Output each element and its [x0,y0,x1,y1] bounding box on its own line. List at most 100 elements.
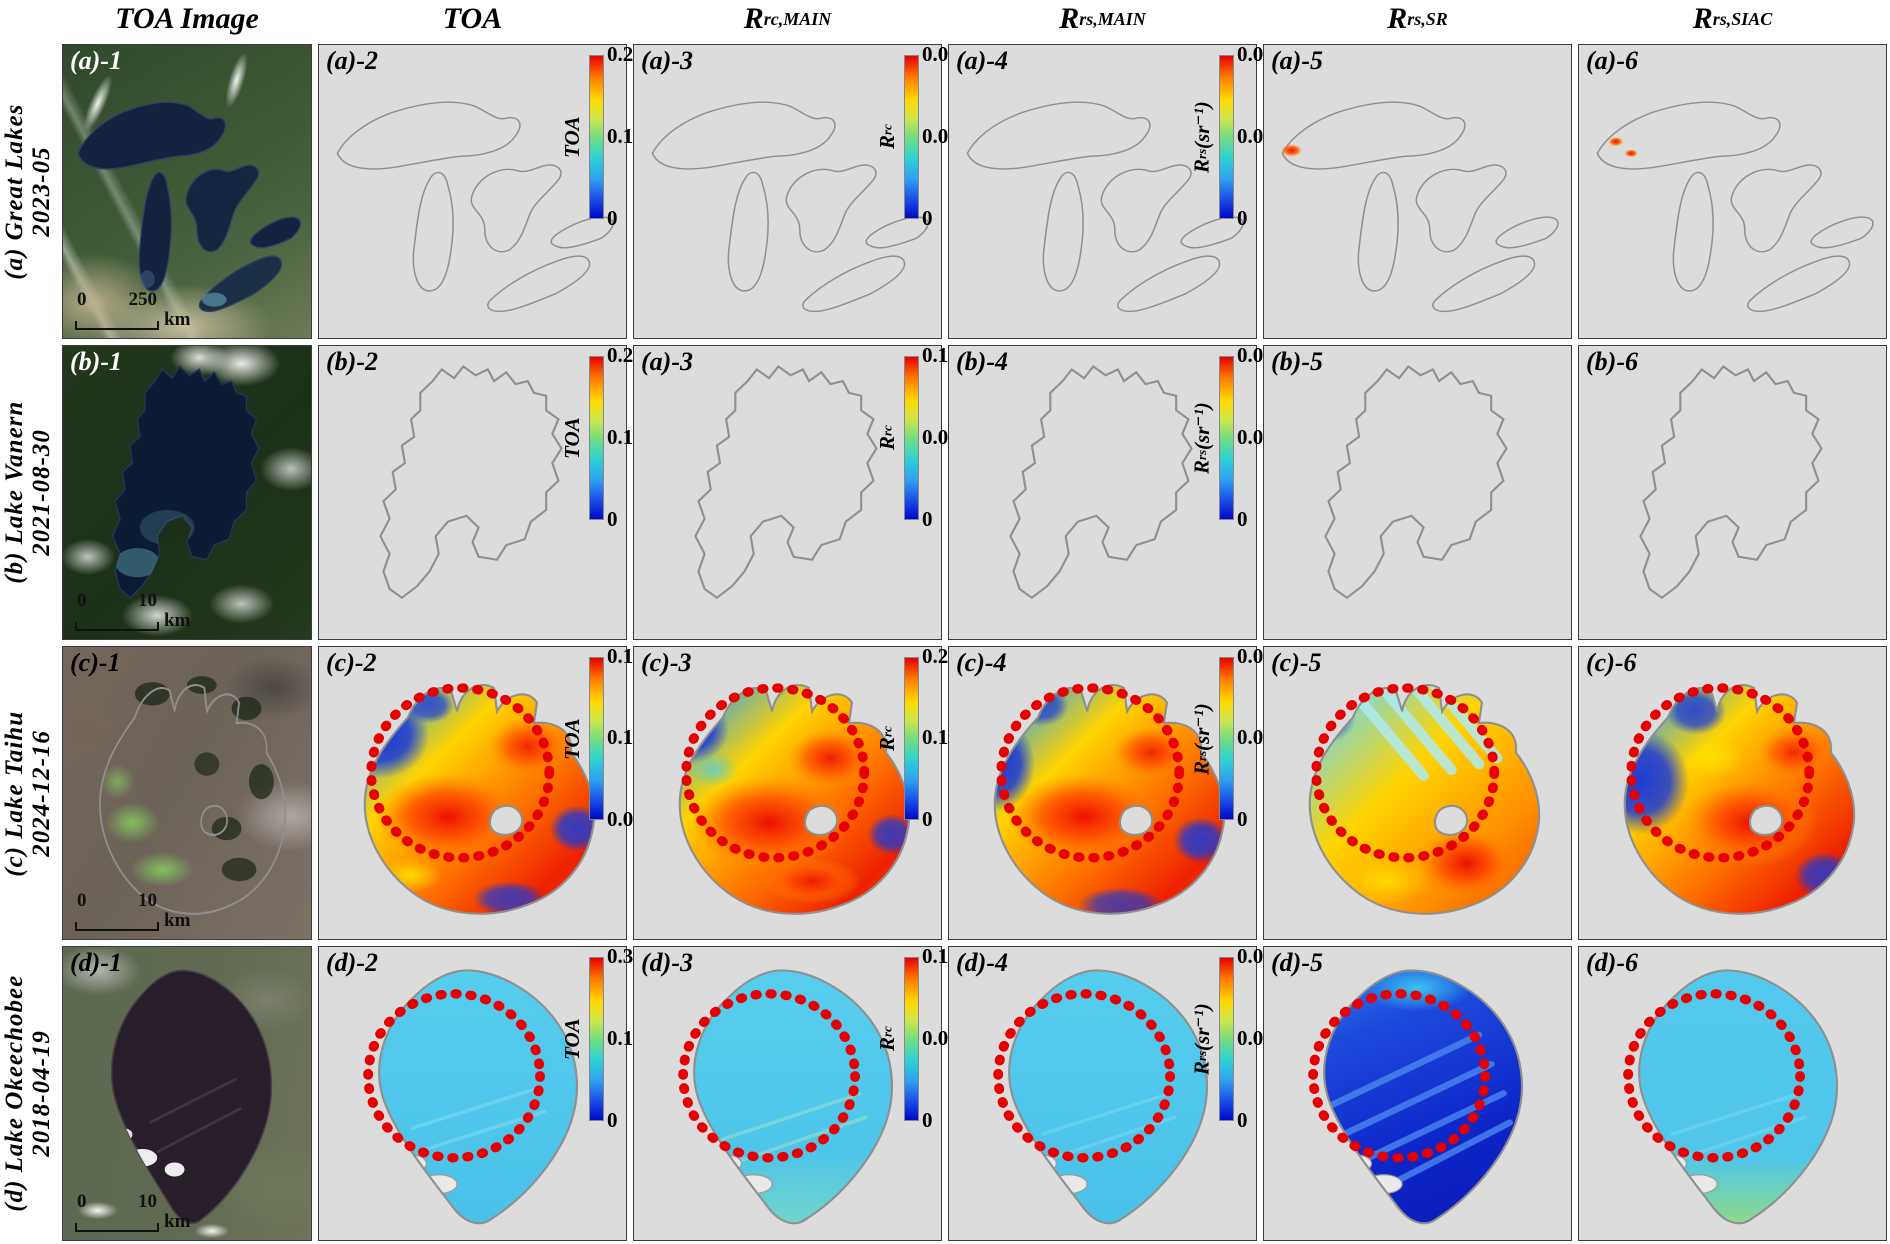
colorbar-axis-label: TOA [560,416,584,459]
colorbar-gradient [904,55,919,219]
panel-tag: (a)-3 [641,346,693,376]
panel-tag: (b)-5 [1271,346,1323,376]
colorbar-tick-min: 0 [922,1108,933,1133]
colorbar-gradient [1219,656,1234,821]
lake-map-vanern [1638,364,1824,600]
panel-a-6: (a)-6 [1578,44,1887,339]
panel-a-2: (a)-2 TOA 0.20 0.10 0 [318,42,644,339]
panel-tag: (d)-5 [1271,948,1323,978]
annotation-circle [1623,989,1805,1163]
colorbar-tick-min: 0 [607,506,618,531]
panel-b-1: (b)-1 0 10 km [62,344,312,640]
satellite-image-lake-taihu [98,675,287,915]
scale-bar: 0 10 km [75,890,191,932]
row-label-c: (c) Lake Taihu 2024-12-16 [1,709,55,876]
scale-bar-line [75,922,159,932]
panel-tag: (a)-5 [1271,46,1323,75]
annotation-circle [1626,682,1815,862]
panel-b-6: (b)-6 [1578,344,1887,640]
colorbar-gradient [589,957,604,1122]
panel-tag: (d)-3 [641,948,693,978]
satellite-image-lake-vanern [111,364,261,599]
panel-tag: (c)-4 [956,647,1007,677]
panel-a-5: (a)-5 [1263,44,1572,339]
lake-map-okeechobee [678,969,894,1226]
lake-map-taihu [678,682,911,915]
satellite-image-great-lakes [76,52,302,313]
lake-map-okeechobee [1623,969,1839,1226]
panel-tag: (c)-3 [641,647,692,677]
annotation-circle [363,989,545,1163]
colorbar-tick-min: 0 [1237,1108,1248,1133]
colorbar-gradient [1219,55,1234,219]
panel-d-5: (d)-5 [1263,946,1572,1241]
panel-tag: (c)-1 [70,647,121,677]
colorbar-gradient [1219,355,1234,520]
panel-tag: (b)-4 [956,346,1008,376]
colorbar-gradient [589,656,604,821]
colorbar-tick-min: 0 [922,506,933,531]
panel-tag: (d)-1 [70,948,122,978]
panel-b-2: (b)-2 TOA 0.20 0.10 0 [318,343,644,640]
colorbar-gradient [589,55,604,219]
panel-tag: (c)-6 [1586,647,1637,677]
row-label-d: (d) Lake Okeechobee 2018-04-19 [1,975,55,1213]
colorbar-tick-min: 0 [922,807,933,832]
scale-bar: 0 10 km [75,589,191,631]
column-header-toa: TOA [442,2,503,35]
panel-tag: (d)-6 [1586,948,1638,978]
panel-d-2: (d)-2 TOA 0.30 0.15 0 [318,944,644,1241]
lake-map-taihu [363,682,596,915]
lake-map-okeechobee [1308,969,1524,1226]
colorbar: TOA 0.30 0.15 0 [560,944,644,1132]
scale-bar: 0 10 km [75,1191,191,1233]
lake-map-great-lakes [1595,100,1875,313]
colorbar-tick-min: 0 [1237,205,1248,230]
panel-tag: (d)-4 [956,948,1008,978]
lake-map-okeechobee [363,969,579,1226]
panel-tag: (a)-3 [641,46,693,75]
panel-b-5: (b)-5 [1263,344,1572,640]
panel-d-1: (d)-1 0 10 km [62,946,312,1241]
lake-map-great-lakes [1280,100,1560,313]
colorbar: TOA 0.20 0.10 0 [560,42,644,230]
panel-c-6: (c)-6 [1578,645,1887,941]
colorbar-axis-label: TOA [560,1018,584,1061]
annotation-circle [1308,989,1490,1163]
panel-c-2: (c)-2 TOA 0.16 0.12 0.08 [318,644,644,941]
panel-tag: (b)-6 [1586,346,1638,376]
lake-map-vanern [1323,364,1509,600]
colorbar-gradient [904,355,919,520]
panel-c-1: (c)-1 0 10 km [62,645,312,941]
scale-bar: 0 250 km [75,288,191,330]
annotation-circle [996,682,1185,862]
annotation-circle [993,989,1175,1163]
lake-map-taihu [1308,682,1541,915]
panel-tag: (c)-2 [326,647,377,677]
colorbar-gradient [589,355,604,520]
